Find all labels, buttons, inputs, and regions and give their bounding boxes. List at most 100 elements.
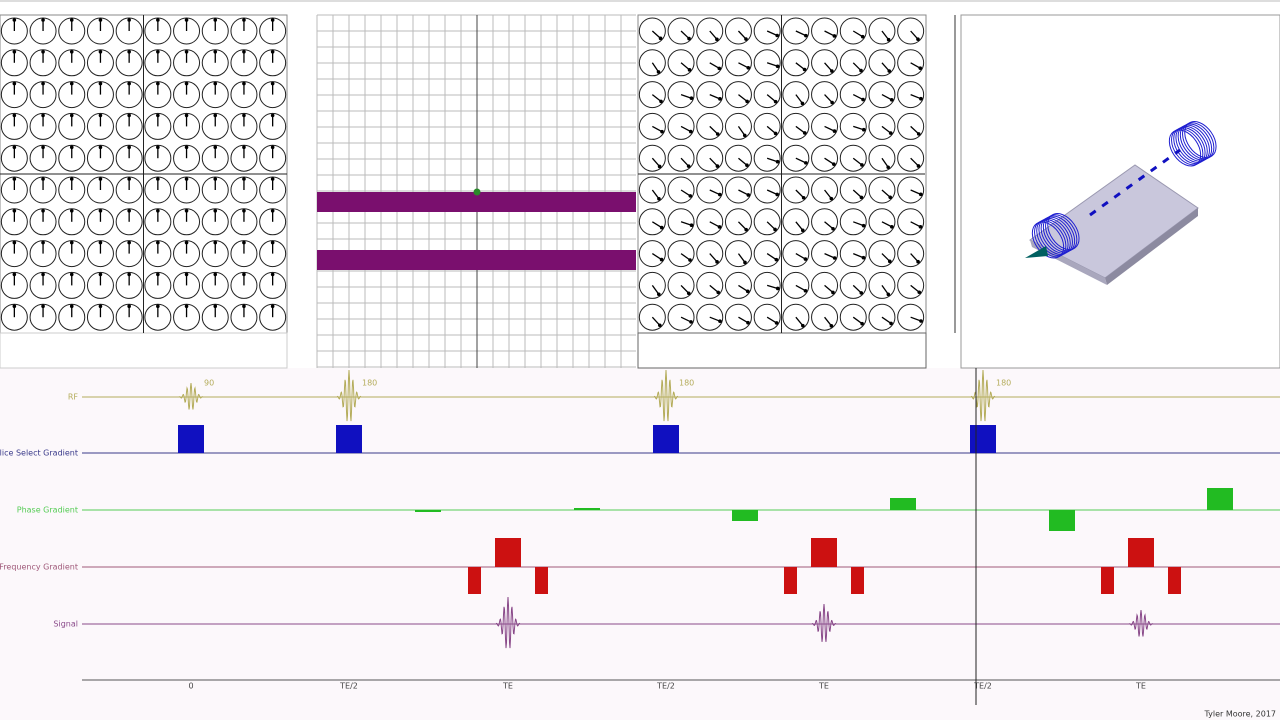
spin-arrow-head bbox=[127, 304, 131, 309]
spin-clock bbox=[897, 176, 925, 204]
k-space-panel bbox=[316, 14, 636, 368]
spin-arrow bbox=[652, 125, 663, 133]
row-label: Frequency Gradient bbox=[0, 563, 78, 572]
spin-clock bbox=[0, 49, 28, 77]
spin-arrow bbox=[852, 316, 863, 325]
spin-arrow-head bbox=[717, 192, 722, 197]
spin-clock bbox=[868, 240, 896, 268]
spin-arrow-head bbox=[242, 209, 246, 213]
spin-arrow-head bbox=[242, 177, 246, 181]
spin-arrow-head bbox=[889, 224, 894, 229]
spin-clock bbox=[868, 17, 896, 45]
spin-clock bbox=[115, 112, 143, 140]
spin-clock bbox=[667, 49, 695, 77]
spin-arrow-head bbox=[886, 165, 890, 170]
spin-arrow-head bbox=[656, 70, 661, 74]
spin-clock bbox=[724, 49, 752, 77]
spin-clock bbox=[839, 49, 867, 77]
spin-clock bbox=[0, 144, 28, 172]
spin-clock bbox=[811, 81, 839, 109]
spin-arrow-head bbox=[743, 260, 747, 265]
spin-arrow-head bbox=[242, 18, 246, 22]
spin-clock bbox=[144, 303, 172, 331]
spin-clock bbox=[29, 176, 57, 204]
spin-arrow-head bbox=[800, 101, 805, 106]
spin-arrow-head bbox=[270, 145, 275, 149]
spin-arrow-head bbox=[184, 240, 189, 245]
spin-clock bbox=[144, 240, 172, 268]
spin-arrow-head bbox=[213, 240, 218, 245]
spin-arrow bbox=[881, 157, 889, 168]
spin-arrow-head bbox=[687, 36, 691, 41]
spin-clock bbox=[811, 112, 839, 140]
spin-arrow-head bbox=[127, 209, 131, 213]
spin-arrow bbox=[824, 94, 833, 104]
spin-clock bbox=[29, 49, 57, 77]
spin-arrow bbox=[737, 126, 746, 136]
spin-clock bbox=[897, 81, 925, 109]
spin-arrow-head bbox=[69, 113, 74, 118]
spin-arrow-head bbox=[773, 131, 778, 136]
spin-arrow bbox=[738, 94, 748, 102]
spin-arrow-head bbox=[69, 272, 74, 277]
spin-clock bbox=[173, 176, 201, 204]
spin-arrow-head bbox=[742, 133, 747, 138]
spin-arrow bbox=[738, 62, 749, 69]
slice-gradient bbox=[653, 425, 679, 453]
spin-arrow-head bbox=[887, 259, 892, 264]
spin-clock bbox=[667, 271, 695, 299]
spin-clock bbox=[86, 240, 114, 268]
spin-arrow-head bbox=[829, 324, 834, 328]
spin-clock bbox=[782, 81, 810, 109]
spin-clock bbox=[811, 144, 839, 172]
spin-arrow bbox=[824, 30, 835, 37]
spin-arrow-head bbox=[745, 99, 749, 104]
spin-clock bbox=[868, 208, 896, 236]
spin-clock bbox=[811, 208, 839, 236]
spin-arrow-head bbox=[715, 132, 720, 136]
spin-arrow-head bbox=[659, 99, 663, 104]
spin-arrow-head bbox=[156, 272, 160, 277]
spin-arrow bbox=[709, 316, 721, 322]
spin-arrow bbox=[680, 157, 690, 167]
spin-arrow-head bbox=[41, 145, 45, 149]
frequency-gradient bbox=[1168, 567, 1181, 594]
spin-clock bbox=[868, 49, 896, 77]
spin-clock bbox=[724, 208, 752, 236]
spin-clock bbox=[897, 17, 925, 45]
spin-clock bbox=[782, 144, 810, 172]
spin-arrow-head bbox=[746, 320, 750, 325]
spin-arrow-head bbox=[860, 163, 864, 167]
spin-arrow-head bbox=[860, 321, 864, 326]
spin-clock bbox=[201, 303, 229, 331]
spin-arrow-head bbox=[774, 257, 779, 262]
spin-arrow-head bbox=[715, 260, 719, 264]
axis-arrow bbox=[1025, 246, 1048, 258]
spin-clock bbox=[173, 271, 201, 299]
spin-clock bbox=[259, 176, 287, 204]
spin-clock bbox=[897, 112, 925, 140]
spin-arrow bbox=[651, 285, 660, 295]
spin-arrow-head bbox=[69, 240, 74, 245]
spin-arrow bbox=[824, 284, 834, 293]
spin-arrow bbox=[709, 284, 719, 293]
spin-arrow bbox=[910, 157, 919, 167]
spin-arrow-head bbox=[12, 240, 17, 245]
spin-clock bbox=[782, 49, 810, 77]
spin-arrow bbox=[910, 189, 922, 195]
spin-arrow-head bbox=[831, 226, 835, 231]
spin-clock bbox=[0, 303, 28, 331]
spin-arrow-head bbox=[98, 50, 103, 54]
spin-arrow bbox=[853, 252, 864, 259]
frequency-gradient bbox=[468, 567, 481, 594]
spin-arrow bbox=[795, 221, 804, 231]
spin-clock bbox=[667, 303, 695, 331]
spin-arrow-head bbox=[689, 96, 694, 101]
spin-arrow bbox=[651, 157, 661, 167]
spin-clock bbox=[696, 17, 724, 45]
rf-pulse bbox=[970, 369, 996, 422]
spin-clock bbox=[58, 208, 86, 236]
row-label: RF bbox=[68, 393, 79, 402]
panel-footer bbox=[0, 332, 288, 369]
